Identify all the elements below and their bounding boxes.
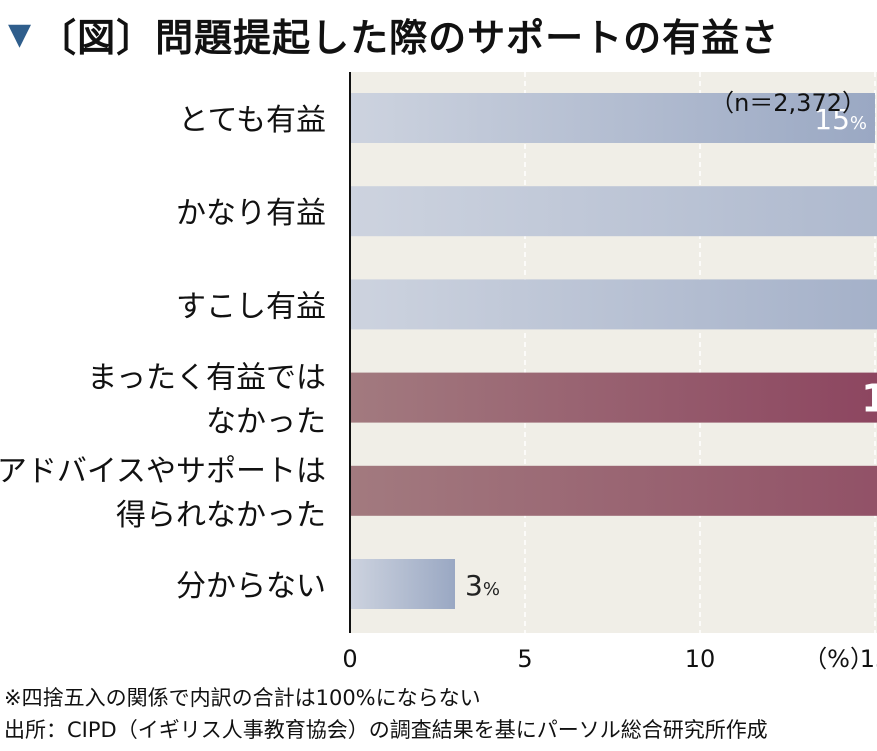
x-tick-label-0: 0 xyxy=(342,645,357,673)
category-label-2-line-0: すこし有益 xyxy=(176,289,326,324)
bar-4 xyxy=(350,465,877,516)
x-tick-label-10: 10 xyxy=(685,645,716,673)
category-label-3-line-1: なかった xyxy=(206,405,326,440)
category-label-1-line-0: かなり有益 xyxy=(176,196,326,231)
x-tick-label-15: 15 xyxy=(860,645,877,673)
source-note: 出所：CIPD（イギリス人事教育協会）の調査結果を基にパーソル総合研究所作成 xyxy=(4,718,768,742)
category-label-3-line-0: まったく有益では xyxy=(87,361,326,396)
category-label-4-line-0: アドバイスやサポートは xyxy=(0,454,326,489)
chart-title-text: 〔図〕問題提起した際のサポートの有益さ xyxy=(38,15,780,60)
x-unit-label: （%） xyxy=(803,645,874,673)
plot-background xyxy=(350,72,877,633)
footnotes: ※四捨五入の関係で内訳の合計は100%にならない 出所：CIPD（イギリス人事教… xyxy=(4,682,768,746)
x-tick-label-5: 5 xyxy=(517,645,532,673)
bar-3 xyxy=(350,372,877,423)
rounding-note: ※四捨五入の関係で内訳の合計は100%にならない xyxy=(4,686,481,710)
triangle-marker-icon: ▼ xyxy=(8,16,33,52)
value-label-0: 15% xyxy=(814,103,867,136)
value-label-5: 3% xyxy=(465,569,500,602)
category-label-4-line-1: 得られなかった xyxy=(116,498,326,533)
bar-5 xyxy=(350,559,455,609)
category-label-5-line-0: 分からない xyxy=(176,569,326,604)
bar-2 xyxy=(350,279,877,330)
sample-size-note: （n＝2,372） xyxy=(710,89,866,117)
bar-1 xyxy=(350,186,877,237)
chart-title: ▼ 〔図〕問題提起した際のサポートの有益さ xyxy=(8,8,868,60)
bar-0 xyxy=(350,93,875,143)
value-label-3: 17% xyxy=(861,377,877,421)
category-label-0-line-0: とても有益 xyxy=(178,103,326,138)
